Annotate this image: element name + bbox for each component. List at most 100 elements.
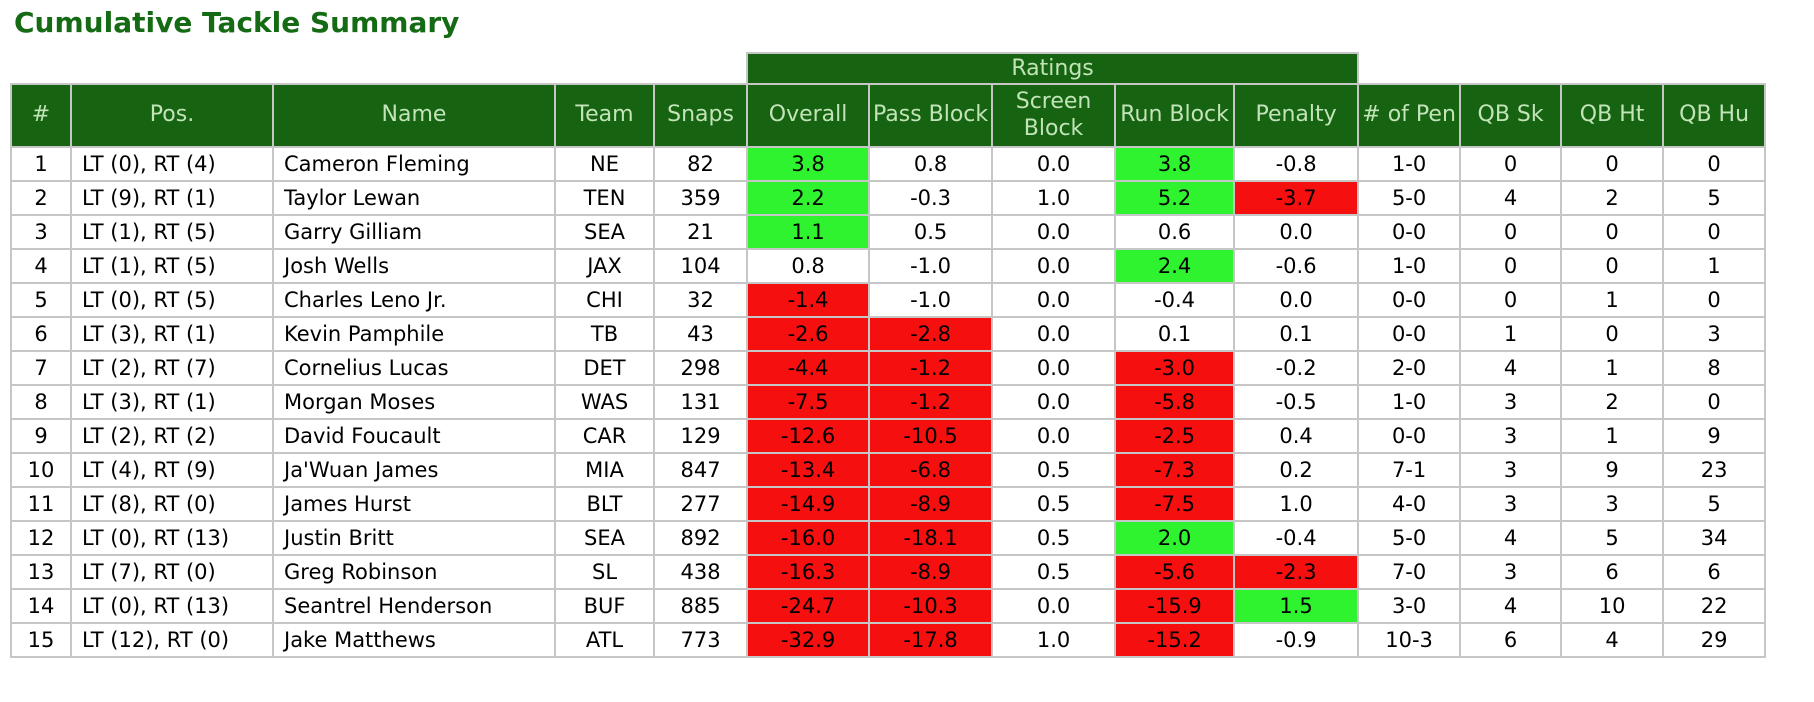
- col-header-screen-block: Screen Block: [991, 83, 1117, 148]
- cell-overall: 2.2: [746, 180, 871, 216]
- cell-pens: 2-0: [1357, 350, 1462, 386]
- cell-penalty: 0.0: [1233, 282, 1360, 318]
- table-row: 12 LT (0), RT (13) Justin Britt SEA 892 -16.0…: [10, 520, 1767, 556]
- cell-qb-sk: 4: [1459, 180, 1563, 216]
- cell-run-block: -5.8: [1114, 384, 1236, 420]
- cell-overall: -12.6: [746, 418, 871, 454]
- cell-qb-sk: 1: [1459, 316, 1563, 352]
- cell-snaps: 773: [652, 622, 749, 658]
- cell-pass-block: -17.8: [868, 622, 994, 658]
- cell-rank: 5: [10, 282, 72, 318]
- cell-qb-hu: 6: [1662, 554, 1767, 590]
- table-row: 4 LT (1), RT (5) Josh Wells JAX 104 0.8 -1.0 0.…: [10, 248, 1767, 284]
- cell-run-block: -0.4: [1114, 282, 1236, 318]
- cell-overall: 3.8: [746, 146, 871, 182]
- cell-name: Seantrel Henderson: [272, 588, 556, 624]
- page-title: Cumulative Tackle Summary: [14, 6, 460, 39]
- cell-pos: LT (0), RT (5): [70, 282, 274, 318]
- cell-pens: 7-0: [1357, 554, 1462, 590]
- cell-qb-ht: 10: [1560, 588, 1665, 624]
- cell-pos: LT (2), RT (2): [70, 418, 274, 454]
- cell-pens: 5-0: [1357, 520, 1462, 556]
- cell-rank: 6: [10, 316, 72, 352]
- cell-qb-hu: 5: [1662, 180, 1767, 216]
- cell-run-block: -7.3: [1114, 452, 1236, 488]
- cell-run-block: 2.0: [1114, 520, 1236, 556]
- cell-pass-block: 0.5: [868, 214, 994, 250]
- ratings-band-row: Ratings: [11, 52, 1765, 85]
- cell-rank: 12: [10, 520, 72, 556]
- col-header-penalty: Penalty: [1233, 83, 1360, 148]
- cell-qb-ht: 0: [1560, 214, 1665, 250]
- col-header-qb-ht: QB Ht: [1560, 83, 1665, 148]
- col-header-team: Team: [554, 83, 655, 148]
- cell-rank: 9: [10, 418, 72, 454]
- cell-team: BUF: [554, 588, 655, 624]
- cell-qb-ht: 0: [1560, 248, 1665, 284]
- cell-pens: 7-1: [1357, 452, 1462, 488]
- table-body: 1 LT (0), RT (4) Cameron Fleming NE 82 3.8 0.8…: [10, 146, 1767, 658]
- cell-penalty: 1.5: [1233, 588, 1360, 624]
- cell-run-block: 0.1: [1114, 316, 1236, 352]
- cell-pass-block: -10.5: [868, 418, 994, 454]
- cell-snaps: 892: [652, 520, 749, 556]
- cell-qb-hu: 0: [1662, 214, 1767, 250]
- cell-qb-hu: 22: [1662, 588, 1767, 624]
- cell-penalty: 0.1: [1233, 316, 1360, 352]
- cell-qb-hu: 9: [1662, 418, 1767, 454]
- cell-team: TB: [554, 316, 655, 352]
- cell-penalty: 0.4: [1233, 418, 1360, 454]
- cell-overall: -14.9: [746, 486, 871, 522]
- cell-run-block: 5.2: [1114, 180, 1236, 216]
- cell-qb-sk: 0: [1459, 248, 1563, 284]
- cell-pass-block: -2.8: [868, 316, 994, 352]
- cell-pens: 1-0: [1357, 248, 1462, 284]
- cell-name: Josh Wells: [272, 248, 556, 284]
- cell-screen-block: 1.0: [991, 180, 1117, 216]
- table-row: 3 LT (1), RT (5) Garry Gilliam SEA 21 1.1 0.5 0…: [10, 214, 1767, 250]
- cell-penalty: -0.4: [1233, 520, 1360, 556]
- cell-screen-block: 0.5: [991, 554, 1117, 590]
- cell-team: CHI: [554, 282, 655, 318]
- cell-pens: 10-3: [1357, 622, 1462, 658]
- cell-snaps: 104: [652, 248, 749, 284]
- cell-name: Taylor Lewan: [272, 180, 556, 216]
- cell-qb-hu: 0: [1662, 384, 1767, 420]
- cell-pos: LT (0), RT (13): [70, 520, 274, 556]
- col-header-rank: #: [10, 83, 72, 148]
- table-row: 2 LT (9), RT (1) Taylor Lewan TEN 359 2.2 -0.3…: [10, 180, 1767, 216]
- cell-team: JAX: [554, 248, 655, 284]
- cell-qb-ht: 0: [1560, 146, 1665, 182]
- cell-screen-block: 0.5: [991, 520, 1117, 556]
- cell-pass-block: -18.1: [868, 520, 994, 556]
- cell-screen-block: 0.0: [991, 350, 1117, 386]
- ratings-band-spacer-left: [11, 53, 747, 84]
- cell-snaps: 43: [652, 316, 749, 352]
- cell-penalty: 0.0: [1233, 214, 1360, 250]
- cell-snaps: 82: [652, 146, 749, 182]
- cell-rank: 15: [10, 622, 72, 658]
- cell-screen-block: 0.5: [991, 452, 1117, 488]
- cell-snaps: 298: [652, 350, 749, 386]
- cell-qb-ht: 2: [1560, 180, 1665, 216]
- col-header-overall: Overall: [746, 83, 871, 148]
- cell-pass-block: -8.9: [868, 554, 994, 590]
- cell-qb-hu: 0: [1662, 282, 1767, 318]
- cell-overall: -13.4: [746, 452, 871, 488]
- cell-pass-block: -8.9: [868, 486, 994, 522]
- cell-qb-hu: 1: [1662, 248, 1767, 284]
- col-header-name: Name: [272, 83, 556, 148]
- table-row: 14 LT (0), RT (13) Seantrel Henderson BUF 88…: [10, 588, 1767, 624]
- cell-pass-block: -1.2: [868, 350, 994, 386]
- cell-team: NE: [554, 146, 655, 182]
- cell-name: Garry Gilliam: [272, 214, 556, 250]
- cell-name: Morgan Moses: [272, 384, 556, 420]
- cell-pass-block: -10.3: [868, 588, 994, 624]
- cell-snaps: 885: [652, 588, 749, 624]
- cell-screen-block: 0.0: [991, 384, 1117, 420]
- cell-name: Cornelius Lucas: [272, 350, 556, 386]
- cell-team: ATL: [554, 622, 655, 658]
- cell-screen-block: 0.0: [991, 146, 1117, 182]
- cell-rank: 11: [10, 486, 72, 522]
- cell-snaps: 847: [652, 452, 749, 488]
